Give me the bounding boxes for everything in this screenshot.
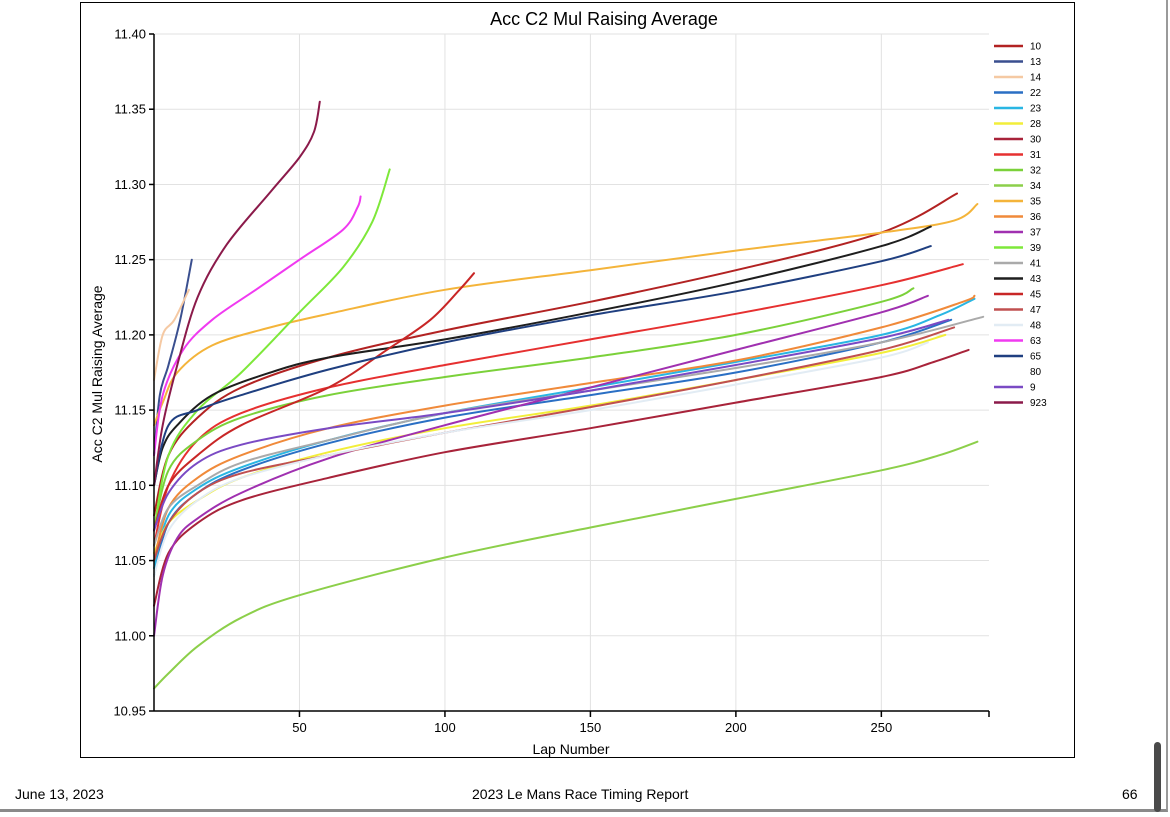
x-tick-label: 150: [580, 720, 602, 735]
y-tick-label: 11.15: [114, 403, 146, 418]
y-tick-label: 11.20: [114, 327, 146, 342]
chart-title: Acc C2 Mul Raising Average: [490, 9, 718, 29]
series-line-35: [153, 203, 979, 427]
legend-label-32: 32: [1030, 166, 1042, 177]
legend-label-23: 23: [1030, 104, 1042, 115]
y-tick-label: 11.00: [114, 628, 146, 643]
legend-label-63: 63: [1030, 336, 1042, 347]
legend-label-14: 14: [1030, 73, 1042, 84]
y-tick-label: 11.25: [114, 252, 146, 267]
series-line-31: [153, 263, 964, 547]
axes-layer: [153, 34, 989, 712]
legend-label-80: 80: [1030, 367, 1042, 378]
legend-label-30: 30: [1030, 135, 1042, 146]
legend-label-41: 41: [1030, 259, 1042, 270]
series-layer: [153, 100, 985, 690]
legend-label-31: 31: [1030, 150, 1042, 161]
series-line-48: [153, 341, 929, 577]
series-line-10: [153, 192, 958, 517]
x-tick-label: 50: [292, 720, 306, 735]
legend-label-47: 47: [1030, 305, 1042, 316]
series-line-32: [153, 287, 915, 532]
x-tick-label: 250: [871, 720, 893, 735]
legend-label-28: 28: [1030, 119, 1042, 130]
legend-label-45: 45: [1030, 290, 1042, 301]
footer-report-title: 2023 Le Mans Race Timing Report: [472, 786, 689, 802]
y-axis-title: Acc C2 Mul Raising Average: [89, 285, 105, 462]
legend-label-35: 35: [1030, 197, 1042, 208]
series-line-13: [153, 258, 193, 457]
series-line-63: [153, 195, 362, 457]
legend-label-10: 10: [1030, 42, 1042, 53]
series-line-14: [153, 288, 190, 381]
x-tick-label: 200: [725, 720, 747, 735]
legend-label-34: 34: [1030, 181, 1042, 192]
y-tick-label: 11.40: [114, 27, 146, 42]
footer-date: June 13, 2023: [15, 786, 104, 802]
y-tick-label: 11.30: [114, 177, 146, 192]
legend-label-13: 13: [1030, 57, 1042, 68]
y-tick-label: 11.05: [114, 553, 146, 568]
scrollbar-thumb[interactable]: [1154, 742, 1161, 812]
footer-page-number: 66: [1122, 786, 1138, 802]
series-line-30: [153, 348, 970, 607]
y-tick-label: 11.10: [114, 478, 146, 493]
y-tick-label: 10.95: [113, 704, 146, 719]
series-line-923: [153, 100, 321, 487]
series-line-65: [153, 245, 932, 487]
legend-label-48: 48: [1030, 321, 1042, 332]
series-line-22: [153, 318, 953, 577]
legend-label-923: 923: [1030, 398, 1047, 409]
tick-layer: 10.95 11.00 11.05 11.10 11.15 11.20 11.25 11.30…: [113, 27, 990, 735]
legend-label-36: 36: [1030, 212, 1042, 223]
series-line-45: [153, 272, 475, 532]
series-line-37: [153, 294, 929, 637]
series-line-36: [153, 294, 976, 562]
legend: 10 13 14 22 23 28 30 31 32 34 35 36 37 39 41 43 45 47 48 63…: [994, 42, 1047, 409]
legend-label-65: 65: [1030, 352, 1042, 363]
series-line-43: [153, 225, 932, 487]
line-chart: Acc C2 Mul Raising Average 10.95 11.00 11.…: [89, 9, 1047, 757]
series-line-9: [153, 318, 950, 532]
legend-label-43: 43: [1030, 274, 1042, 285]
x-axis-title: Lap Number: [532, 741, 609, 757]
legend-label-22: 22: [1030, 88, 1042, 99]
x-tick-label: 100: [434, 720, 456, 735]
legend-label-39: 39: [1030, 243, 1042, 254]
legend-label-37: 37: [1030, 228, 1042, 239]
legend-label-9: 9: [1030, 383, 1036, 394]
series-line-34: [153, 440, 979, 690]
series-line-39: [153, 168, 391, 532]
y-tick-label: 11.35: [114, 102, 146, 117]
chart-frame: Acc C2 Mul Raising Average 10.95 11.00 11.…: [80, 2, 1075, 758]
